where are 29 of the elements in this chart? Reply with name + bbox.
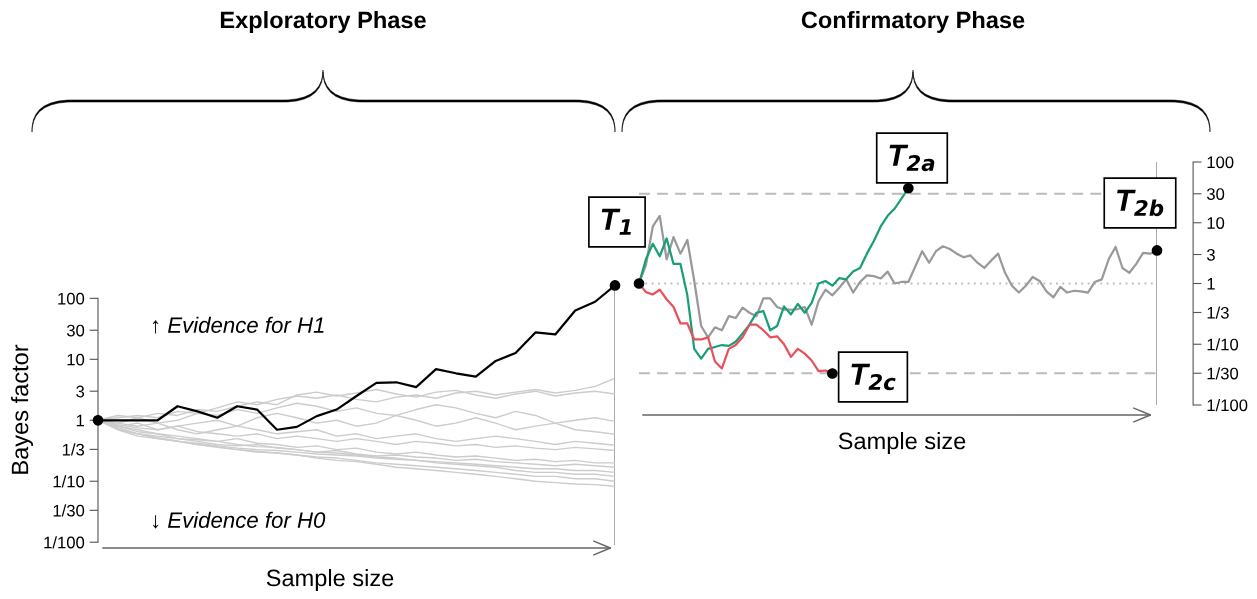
annotation: ↓ Evidence for H0 bbox=[152, 511, 326, 529]
x-axis-title: Sample size bbox=[266, 568, 394, 592]
y-tick-label: 1/10 bbox=[53, 475, 85, 488]
y-tick-label: 1/100 bbox=[1207, 398, 1248, 412]
y-tick-label: 10 bbox=[67, 353, 85, 366]
chart-title: Exploratory Phase bbox=[220, 11, 426, 33]
annotation: T$_{2b}$ bbox=[1117, 189, 1164, 217]
annotation: T$_{2c}$ bbox=[851, 363, 896, 391]
y-tick-label: 3 bbox=[76, 385, 85, 398]
annotation: T$_{2a}$ bbox=[889, 144, 935, 172]
chart-title: Confirmatory Phase bbox=[801, 11, 1025, 33]
y-axis-title: Bayes factor bbox=[11, 344, 34, 474]
y-tick-label: 30 bbox=[1206, 188, 1225, 200]
text: T$_{1}$ bbox=[601, 208, 631, 235]
y-tick-label: 100 bbox=[58, 292, 85, 305]
y-tick-label: 1/3 bbox=[1207, 306, 1229, 319]
y-tick-label: 30 bbox=[66, 324, 85, 337]
y-tick-label: 1/30 bbox=[53, 504, 85, 517]
y-tick-label: 1/30 bbox=[1207, 367, 1239, 380]
y-tick-label: 10 bbox=[1207, 217, 1225, 229]
y-tick-label: 1/100 bbox=[44, 536, 85, 549]
y-tick-label: 1/10 bbox=[1207, 338, 1239, 351]
annotation: ↑ Evidence for H1 bbox=[152, 316, 324, 334]
y-tick-label: 3 bbox=[1206, 248, 1215, 261]
y-tick-label: 1 bbox=[76, 414, 84, 427]
x-axis-title: Sample size bbox=[838, 431, 966, 454]
y-tick-label: 1 bbox=[1207, 278, 1215, 290]
y-tick-label: 100 bbox=[1207, 156, 1234, 169]
y-tick-label: 1/3 bbox=[62, 443, 85, 456]
